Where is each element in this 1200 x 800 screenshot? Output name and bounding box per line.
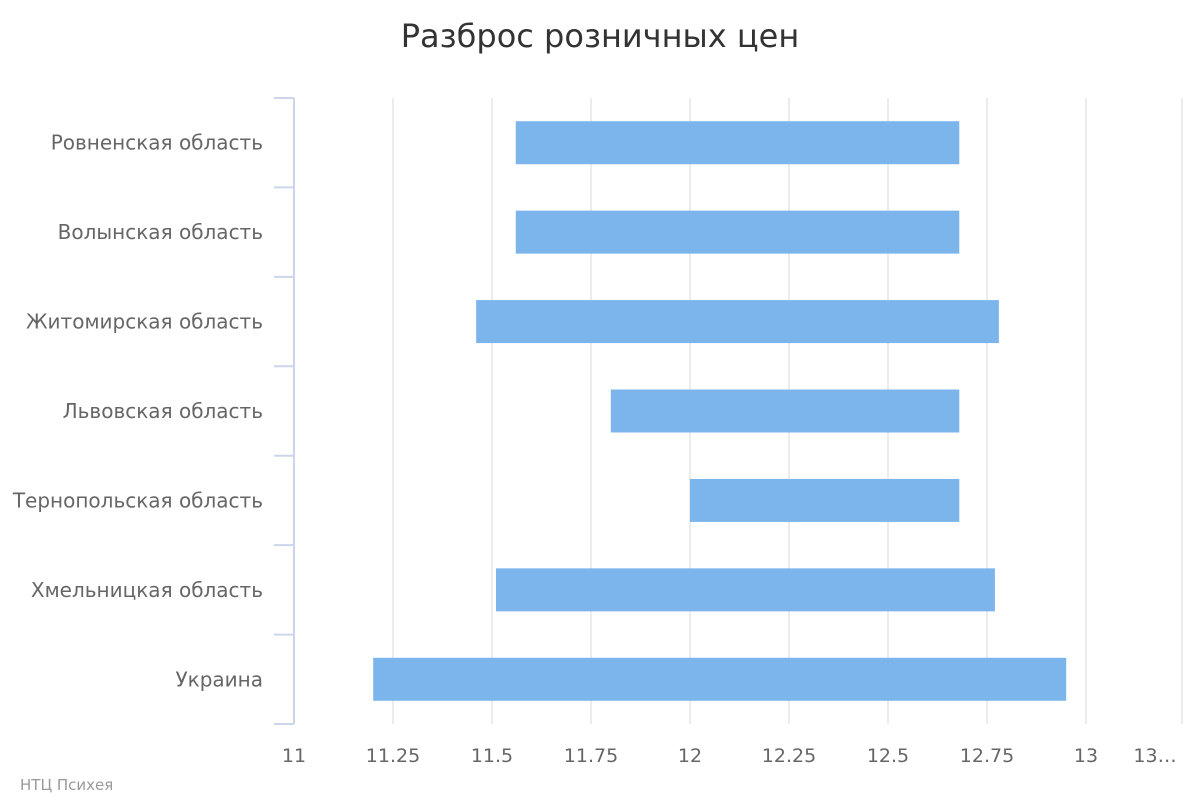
x-tick-label: 12.5	[867, 745, 909, 767]
range-bar[interactable]	[476, 300, 999, 344]
credits-label[interactable]: НТЦ Психея	[20, 776, 113, 794]
range-bar[interactable]	[515, 210, 960, 254]
category-label: Ровненская область	[51, 131, 263, 155]
x-tick-label: 11.5	[471, 745, 513, 767]
x-tick-label: 12	[678, 745, 702, 767]
x-tick-label: 13…	[1133, 745, 1176, 767]
range-bar[interactable]	[610, 389, 960, 433]
category-label: Житомирская область	[26, 310, 263, 334]
x-tick-label: 12.25	[762, 745, 816, 767]
x-tick-label: 11.25	[366, 745, 420, 767]
category-label: Украина	[175, 667, 263, 691]
category-label: Хмельницкая область	[31, 578, 263, 602]
x-tick-label: 13	[1074, 745, 1098, 767]
category-labels: Ровненская область Волынская область Житом…	[12, 131, 263, 692]
x-tick-label: 12.75	[960, 745, 1014, 767]
x-axis-tick-labels: 11 11.25 11.5 11.75 12 12.25 12.5 12.75 13 13…	[282, 745, 1177, 767]
chart-title: Разброс розничных цен	[401, 17, 800, 55]
range-bar[interactable]	[515, 121, 960, 165]
category-label: Львовская область	[63, 399, 263, 423]
range-bar[interactable]	[495, 568, 995, 612]
category-label: Волынская область	[58, 220, 263, 244]
range-bar[interactable]	[373, 657, 1067, 701]
range-bar[interactable]	[690, 478, 960, 522]
category-axis	[274, 97, 295, 725]
x-tick-label: 11	[282, 745, 306, 767]
range-bars	[373, 121, 1067, 701]
category-label: Тернопольская область	[12, 488, 263, 512]
x-tick-label: 11.75	[564, 745, 618, 767]
